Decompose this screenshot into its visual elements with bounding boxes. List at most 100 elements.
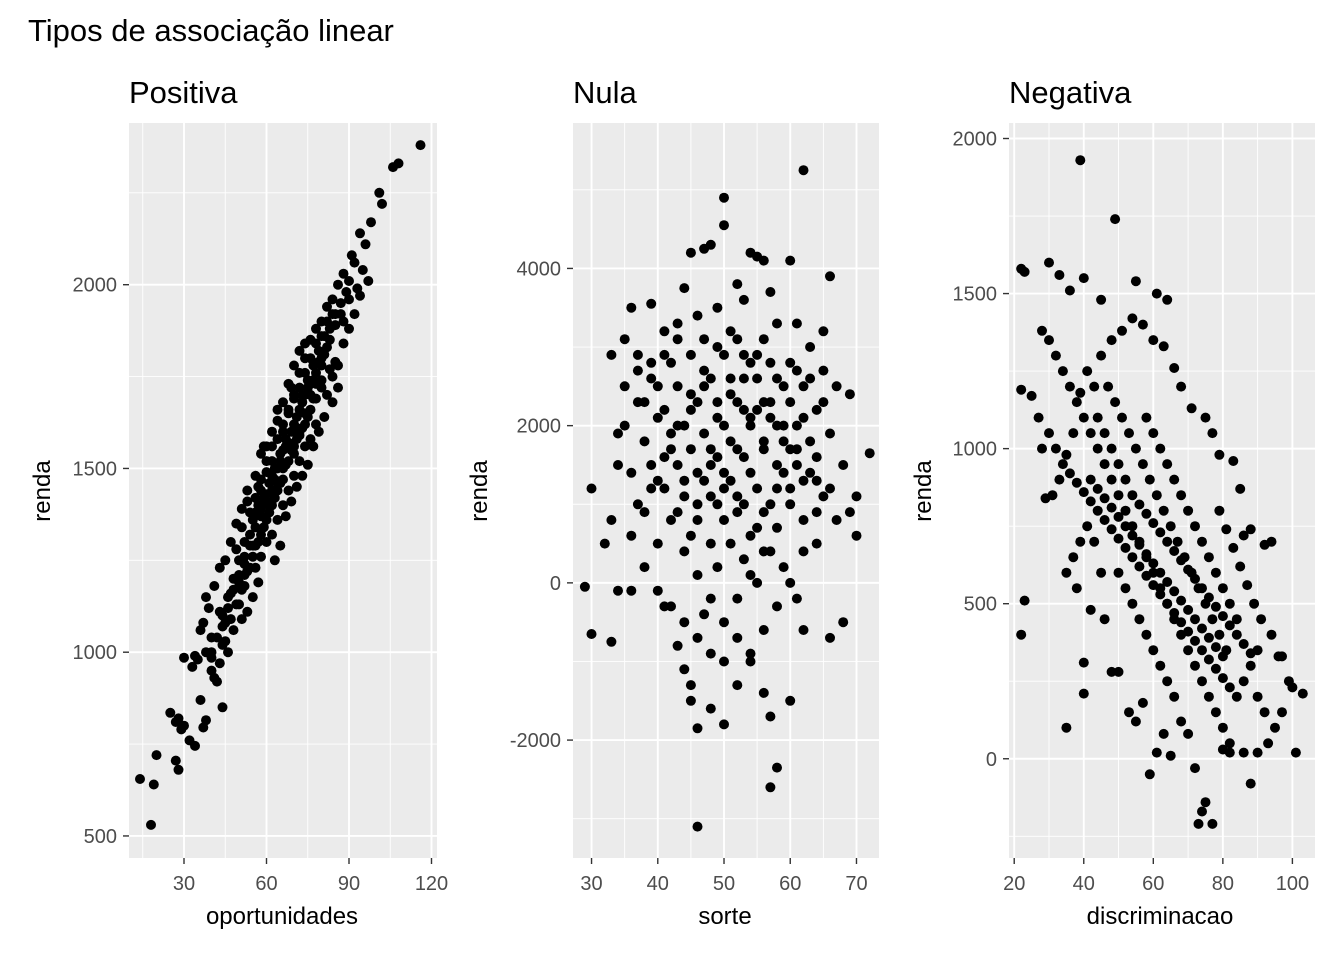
- data-point: [1217, 673, 1228, 684]
- data-point: [225, 537, 236, 547]
- data-point: [712, 412, 723, 423]
- data-point: [1117, 325, 1127, 336]
- data-point: [738, 554, 749, 565]
- data-point: [1210, 567, 1221, 578]
- data-point: [1141, 629, 1152, 640]
- data-point: [692, 570, 703, 580]
- data-point: [1224, 682, 1235, 693]
- data-point: [1214, 505, 1225, 516]
- data-point: [294, 426, 305, 437]
- data-point: [305, 353, 316, 364]
- y-tick-label: 1500: [73, 458, 118, 480]
- data-point: [1176, 490, 1187, 501]
- data-point: [791, 420, 802, 431]
- data-point: [253, 577, 264, 588]
- data-point: [712, 562, 723, 573]
- data-point: [719, 483, 729, 494]
- data-point: [393, 158, 404, 169]
- data-point: [798, 515, 809, 525]
- x-tick-label: 30: [580, 873, 602, 895]
- data-point: [732, 397, 743, 408]
- data-point: [626, 530, 637, 541]
- data-point: [214, 658, 225, 669]
- data-point: [805, 436, 816, 447]
- data-point: [192, 654, 203, 665]
- data-point: [1089, 381, 1100, 392]
- data-point: [646, 460, 657, 470]
- data-point: [626, 302, 637, 313]
- data-point: [1130, 276, 1141, 287]
- data-point: [1026, 390, 1037, 401]
- data-point: [245, 540, 255, 551]
- data-point: [1106, 502, 1117, 513]
- data-point: [201, 715, 211, 726]
- data-point: [818, 326, 829, 337]
- data-point: [1193, 818, 1204, 829]
- data-point: [632, 349, 643, 360]
- data-point: [335, 298, 346, 309]
- data-point: [705, 703, 716, 714]
- data-point: [316, 331, 327, 342]
- data-point: [1252, 691, 1263, 702]
- data-point: [1127, 490, 1138, 501]
- data-point: [785, 444, 796, 455]
- data-point: [785, 483, 796, 494]
- data-point: [1151, 747, 1162, 758]
- data-point: [672, 334, 683, 345]
- data-point: [1197, 676, 1207, 687]
- data-point: [231, 544, 242, 555]
- data-point: [214, 562, 225, 573]
- data-point: [765, 287, 776, 297]
- data-point: [283, 378, 294, 389]
- data-point: [415, 140, 426, 151]
- y-axis-title: renda: [466, 460, 493, 522]
- data-point: [223, 647, 233, 658]
- data-point: [699, 334, 710, 345]
- data-point: [377, 198, 387, 209]
- data-point: [187, 661, 198, 672]
- data-point: [1078, 412, 1089, 423]
- data-point: [256, 448, 266, 459]
- data-point: [272, 404, 283, 415]
- data-point: [220, 555, 231, 566]
- data-point: [239, 559, 250, 569]
- data-point: [679, 283, 690, 294]
- data-point: [231, 599, 242, 610]
- data-point: [1148, 428, 1159, 439]
- data-point: [1099, 515, 1110, 525]
- data-point: [1270, 722, 1280, 733]
- data-point: [165, 707, 176, 718]
- data-point: [1127, 598, 1138, 609]
- data-point: [685, 444, 696, 455]
- data-point: [699, 381, 710, 392]
- data-point: [1124, 707, 1134, 718]
- data-point: [1134, 539, 1145, 550]
- data-point: [1085, 428, 1096, 439]
- y-tick-label: 2000: [517, 416, 562, 438]
- data-point: [685, 404, 696, 415]
- data-point: [1162, 459, 1173, 470]
- data-point: [1127, 521, 1138, 532]
- data-point: [1207, 614, 1218, 625]
- data-point: [261, 456, 272, 467]
- data-point: [758, 255, 769, 266]
- data-point: [173, 713, 184, 724]
- data-point: [300, 441, 310, 452]
- data-point: [1019, 595, 1030, 606]
- data-point: [1207, 428, 1218, 439]
- data-point: [1078, 657, 1089, 668]
- data-point: [1231, 691, 1242, 702]
- data-point: [692, 467, 703, 478]
- data-point: [725, 436, 736, 447]
- data-point: [236, 614, 247, 625]
- data-point: [798, 625, 809, 635]
- data-point: [652, 381, 663, 392]
- plot-area: 30 40 50 60 70 -2000 0 2000 4000: [510, 123, 879, 895]
- data-point: [256, 503, 266, 514]
- data-point: [692, 499, 703, 510]
- data-point: [1203, 654, 1214, 665]
- data-point: [1099, 459, 1110, 470]
- data-point: [1235, 561, 1246, 572]
- data-point: [785, 577, 796, 588]
- figure-title: Tipos de associação linear: [28, 13, 394, 48]
